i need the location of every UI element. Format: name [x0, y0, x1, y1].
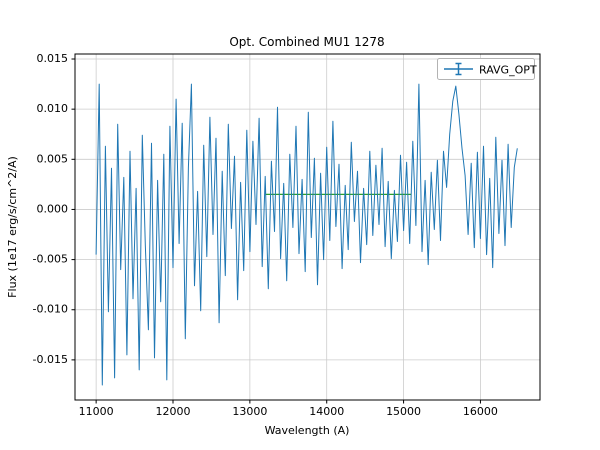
y-tick-label: -0.005 — [33, 253, 68, 266]
plot-title: Opt. Combined MU1 1278 — [229, 35, 384, 49]
x-tick-label: 12000 — [155, 405, 190, 418]
legend-label: RAVG_OPT — [479, 64, 537, 77]
x-tick-label: 15000 — [386, 405, 421, 418]
x-tick-label: 14000 — [309, 405, 344, 418]
y-tick-label: -0.010 — [33, 303, 68, 316]
y-tick-label: 0.010 — [37, 102, 69, 115]
legend-box — [437, 58, 535, 80]
plot-frame — [74, 53, 541, 401]
y-axis-ticks: -0.015 -0.010 -0.005 0.000 0.005 0.010 0.015 — [33, 52, 75, 366]
y-tick-label: 0.005 — [37, 152, 69, 165]
x-axis-label: Wavelength (A) — [265, 424, 350, 437]
legend-errorbar-glyph — [444, 62, 473, 76]
y-tick-label: -0.015 — [33, 353, 68, 366]
y-tick-label: 0.015 — [37, 52, 69, 65]
data-series-line — [95, 83, 518, 386]
y-tick-label: 0.000 — [37, 202, 69, 215]
legend: RAVG_OPT — [437, 58, 537, 80]
x-tick-label: 13000 — [232, 405, 267, 418]
series-polyline — [95, 83, 518, 386]
x-tick-label: 11000 — [79, 405, 114, 418]
y-axis-label: Flux (1e17 erg/s/cm^2/A) — [6, 156, 19, 298]
x-tick-label: 16000 — [463, 405, 498, 418]
x-axis-ticks: 11000 12000 13000 14000 15000 16000 — [79, 400, 498, 418]
